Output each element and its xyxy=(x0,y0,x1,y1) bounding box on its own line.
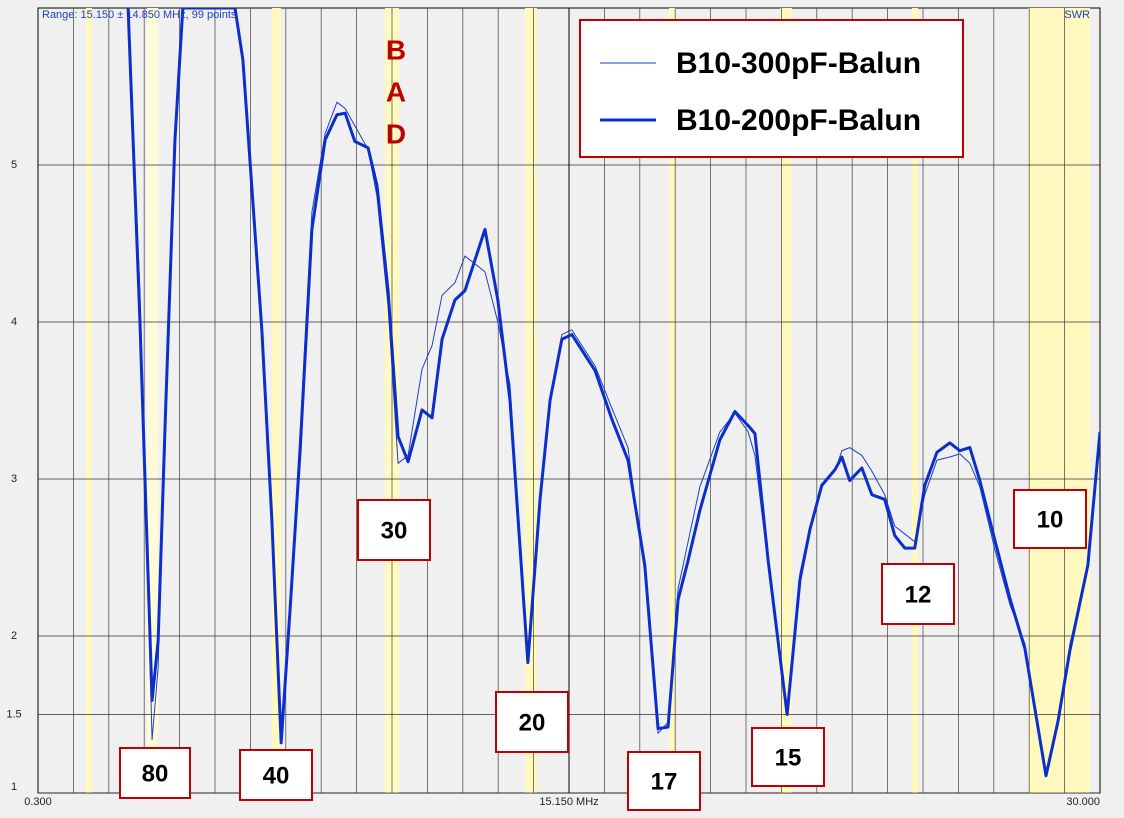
band-highlights xyxy=(86,8,1090,793)
legend-box xyxy=(579,19,964,158)
band-label: 10 xyxy=(1037,506,1064,533)
y-tick-label: 5 xyxy=(11,159,17,171)
legend-label: B10-200pF-Balun xyxy=(676,104,921,137)
band-label: 40 xyxy=(263,762,290,789)
x-tick-label: 15.150 MHz xyxy=(539,796,598,808)
y-axis-label: SWR xyxy=(1064,9,1090,21)
band-label: 80 xyxy=(142,760,169,787)
band-label: 20 xyxy=(519,709,546,736)
legend-entries: B10-300pF-Balun B10-200pF-Balun xyxy=(600,47,921,137)
bad-letter: B xyxy=(386,34,406,65)
legend-label: B10-300pF-Balun xyxy=(676,47,921,80)
band-label-box xyxy=(881,563,955,625)
y-tick-label: 4 xyxy=(11,316,17,328)
annotations: 80 40 30 20 17 15 12 10 BAD xyxy=(119,34,1087,811)
band-label-box xyxy=(495,691,569,753)
series-line xyxy=(126,8,1100,778)
legend: B10-300pF-Balun B10-200pF-Balun xyxy=(579,19,964,158)
band-label-box xyxy=(239,749,313,801)
band-label-box xyxy=(119,747,191,799)
y-tick-label: 1.5 xyxy=(6,708,21,720)
x-tick-label: 30.000 xyxy=(1066,796,1100,808)
bad-letter: A xyxy=(386,76,406,107)
range-header: Range: 15.150 ± 14.850 MHz, 99 points xyxy=(42,9,237,21)
band-label-box xyxy=(627,751,701,811)
band-label-box xyxy=(1013,489,1087,549)
band-label: 15 xyxy=(775,744,802,771)
y-tick-label: 1 xyxy=(11,781,17,793)
bad-letter: D xyxy=(386,118,406,149)
lines xyxy=(126,8,1100,778)
band-label: 30 xyxy=(381,517,408,544)
band-label: 17 xyxy=(651,768,678,795)
band-label-box xyxy=(751,727,825,787)
x-tick-label: 0.300 xyxy=(24,796,52,808)
y-tick-label: 2 xyxy=(11,630,17,642)
y-tick-label: 3 xyxy=(11,473,17,485)
band-label-box xyxy=(357,499,431,561)
band-label: 12 xyxy=(905,581,932,608)
